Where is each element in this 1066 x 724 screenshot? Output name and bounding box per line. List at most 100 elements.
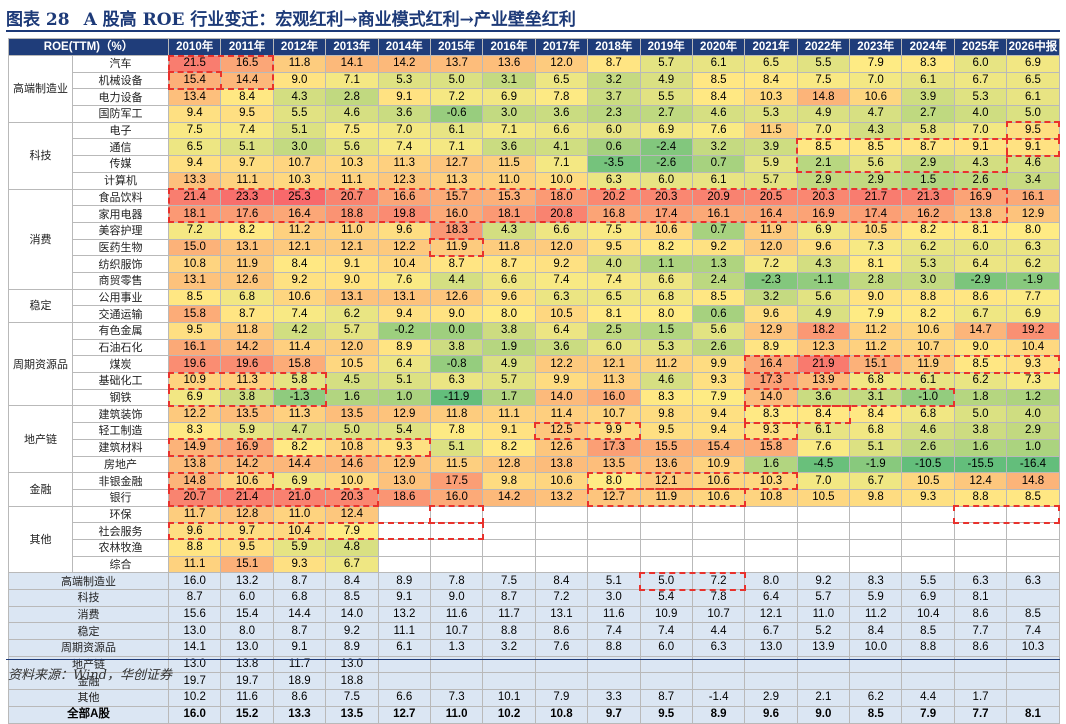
header-year: 2024年 xyxy=(901,38,955,56)
industry-label: 建筑装饰 xyxy=(72,405,169,424)
roe-cell: 5.7 xyxy=(325,322,379,340)
roe-cell: 11.3 xyxy=(429,171,484,190)
summary-cell: 18.9 xyxy=(272,672,327,691)
roe-cell: 10.5 xyxy=(849,221,903,240)
roe-cell: 16.8 xyxy=(587,205,641,223)
roe-cell: 14.2 xyxy=(220,455,274,474)
roe-cell xyxy=(691,538,746,557)
summary-cell: 19.7 xyxy=(167,672,222,691)
roe-cell: 6.8 xyxy=(639,288,693,307)
table-row: 周期资源品 有色金属 9.5 11.8 4.2 5.7 -0.2 0.0 3.8 6.4 2.5 1.… xyxy=(8,321,1060,407)
roe-cell: 6.5 xyxy=(1006,71,1060,90)
roe-cell: 19.8 xyxy=(377,205,431,223)
roe-cell: 8.5 xyxy=(691,71,746,90)
roe-cell: 11.8 xyxy=(272,55,327,73)
roe-cell: 6.8 xyxy=(849,372,903,390)
roe-cell: 16.2 xyxy=(901,205,955,223)
roe-cell xyxy=(587,555,641,574)
roe-cell: 5.6 xyxy=(796,288,851,307)
roe-cell: 20.5 xyxy=(744,188,798,207)
total-cell: 7.7 xyxy=(953,705,1008,724)
industry-label: 汽车 xyxy=(72,55,169,73)
roe-cell: 18.1 xyxy=(167,205,222,223)
header-year: 2019年 xyxy=(639,38,693,56)
summary-cell: 6.0 xyxy=(220,589,274,607)
roe-cell: 21.4 xyxy=(167,188,222,207)
roe-cell: 13.1 xyxy=(377,288,431,307)
summary-label: 稳定 xyxy=(8,622,169,641)
total-cell: 13.5 xyxy=(325,705,379,724)
roe-cell: 25.3 xyxy=(272,188,327,207)
summary-cell: 13.2 xyxy=(220,572,274,590)
roe-cell: 10.7 xyxy=(587,405,641,424)
roe-cell: 4.9 xyxy=(482,355,536,374)
roe-cell: 3.0 xyxy=(272,138,327,157)
roe-cell: 11.2 xyxy=(272,221,327,240)
industry-label: 传媒 xyxy=(72,155,169,173)
roe-cell: 8.1 xyxy=(587,305,641,323)
roe-cell: -0.6 xyxy=(429,105,484,123)
roe-cell: 11.9 xyxy=(744,221,798,240)
roe-cell: 20.9 xyxy=(691,188,746,207)
roe-cell: 10.3 xyxy=(325,155,379,173)
roe-cell: 6.3 xyxy=(587,171,641,190)
roe-cell: 21.0 xyxy=(272,488,327,507)
roe-cell: 3.8 xyxy=(953,422,1008,440)
group-label: 周期资源品 xyxy=(8,321,73,407)
roe-cell: 3.6 xyxy=(796,388,851,407)
summary-cell: 8.5 xyxy=(325,589,379,607)
roe-cell: 6.0 xyxy=(587,121,641,140)
roe-cell: 11.1 xyxy=(167,555,222,574)
summary-cell: 10.2 xyxy=(167,689,222,707)
roe-cell: 6.5 xyxy=(587,288,641,307)
roe-cell: 11.8 xyxy=(482,238,536,257)
summary-cell xyxy=(1006,589,1060,607)
roe-cell: -11.9 xyxy=(429,388,484,407)
roe-cell: 14.8 xyxy=(167,472,222,490)
roe-cell: 6.6 xyxy=(639,271,693,290)
summary-cell: 8.6 xyxy=(272,689,327,707)
roe-cell: 8.8 xyxy=(953,488,1008,507)
roe-cell: 13.0 xyxy=(377,472,431,490)
roe-cell: 19.6 xyxy=(220,355,274,374)
roe-cell: 6.9 xyxy=(1006,55,1060,73)
summary-label: 消费 xyxy=(8,605,169,624)
summary-cell xyxy=(377,672,431,691)
industry-label: 基础化工 xyxy=(72,372,169,390)
roe-cell: 7.8 xyxy=(429,422,484,440)
roe-cell: 10.3 xyxy=(744,88,798,107)
roe-cell: 7.9 xyxy=(849,55,903,73)
roe-cell: 10.4 xyxy=(377,255,431,273)
roe-cell: 7.0 xyxy=(849,71,903,90)
roe-cell: 10.6 xyxy=(534,472,589,490)
summary-cell: 6.9 xyxy=(901,589,955,607)
industry-label: 轻工制造 xyxy=(72,422,169,440)
roe-cell: 10.6 xyxy=(639,221,693,240)
roe-cell: 15.4 xyxy=(691,438,746,457)
roe-cell: 10.6 xyxy=(691,472,746,490)
roe-cell: 2.5 xyxy=(587,322,641,340)
industry-label: 电力设备 xyxy=(72,88,169,107)
roe-cell: 10.6 xyxy=(691,488,746,507)
roe-cell: 7.4 xyxy=(377,138,431,157)
roe-cell: 12.1 xyxy=(587,355,641,374)
roe-cell: 7.5 xyxy=(587,221,641,240)
roe-cell: 2.9 xyxy=(901,155,955,173)
roe-cell: 11.5 xyxy=(429,455,484,474)
total-cell: 9.0 xyxy=(796,705,851,724)
roe-cell xyxy=(639,522,693,540)
roe-cell: 0.7 xyxy=(691,221,746,240)
roe-cell: 21.5 xyxy=(167,55,222,73)
industry-label: 有色金属 xyxy=(72,322,169,340)
roe-cell xyxy=(377,522,431,540)
roe-cell: 16.4 xyxy=(272,205,327,223)
summary-cell xyxy=(744,655,798,674)
table-row: 建筑材料 14.9 16.9 8.2 10.8 9.3 5.1 8.2 12.6 17.3 15.5… xyxy=(9,438,1060,457)
roe-cell: 0.0 xyxy=(429,322,484,340)
group-label: 地产链 xyxy=(8,405,73,474)
roe-cell: 13.3 xyxy=(167,171,222,190)
roe-cell: 15.8 xyxy=(744,438,798,457)
summary-cell: 7.8 xyxy=(691,589,746,607)
summary-cell: 5.2 xyxy=(796,622,851,641)
roe-cell: 9.9 xyxy=(534,372,589,390)
